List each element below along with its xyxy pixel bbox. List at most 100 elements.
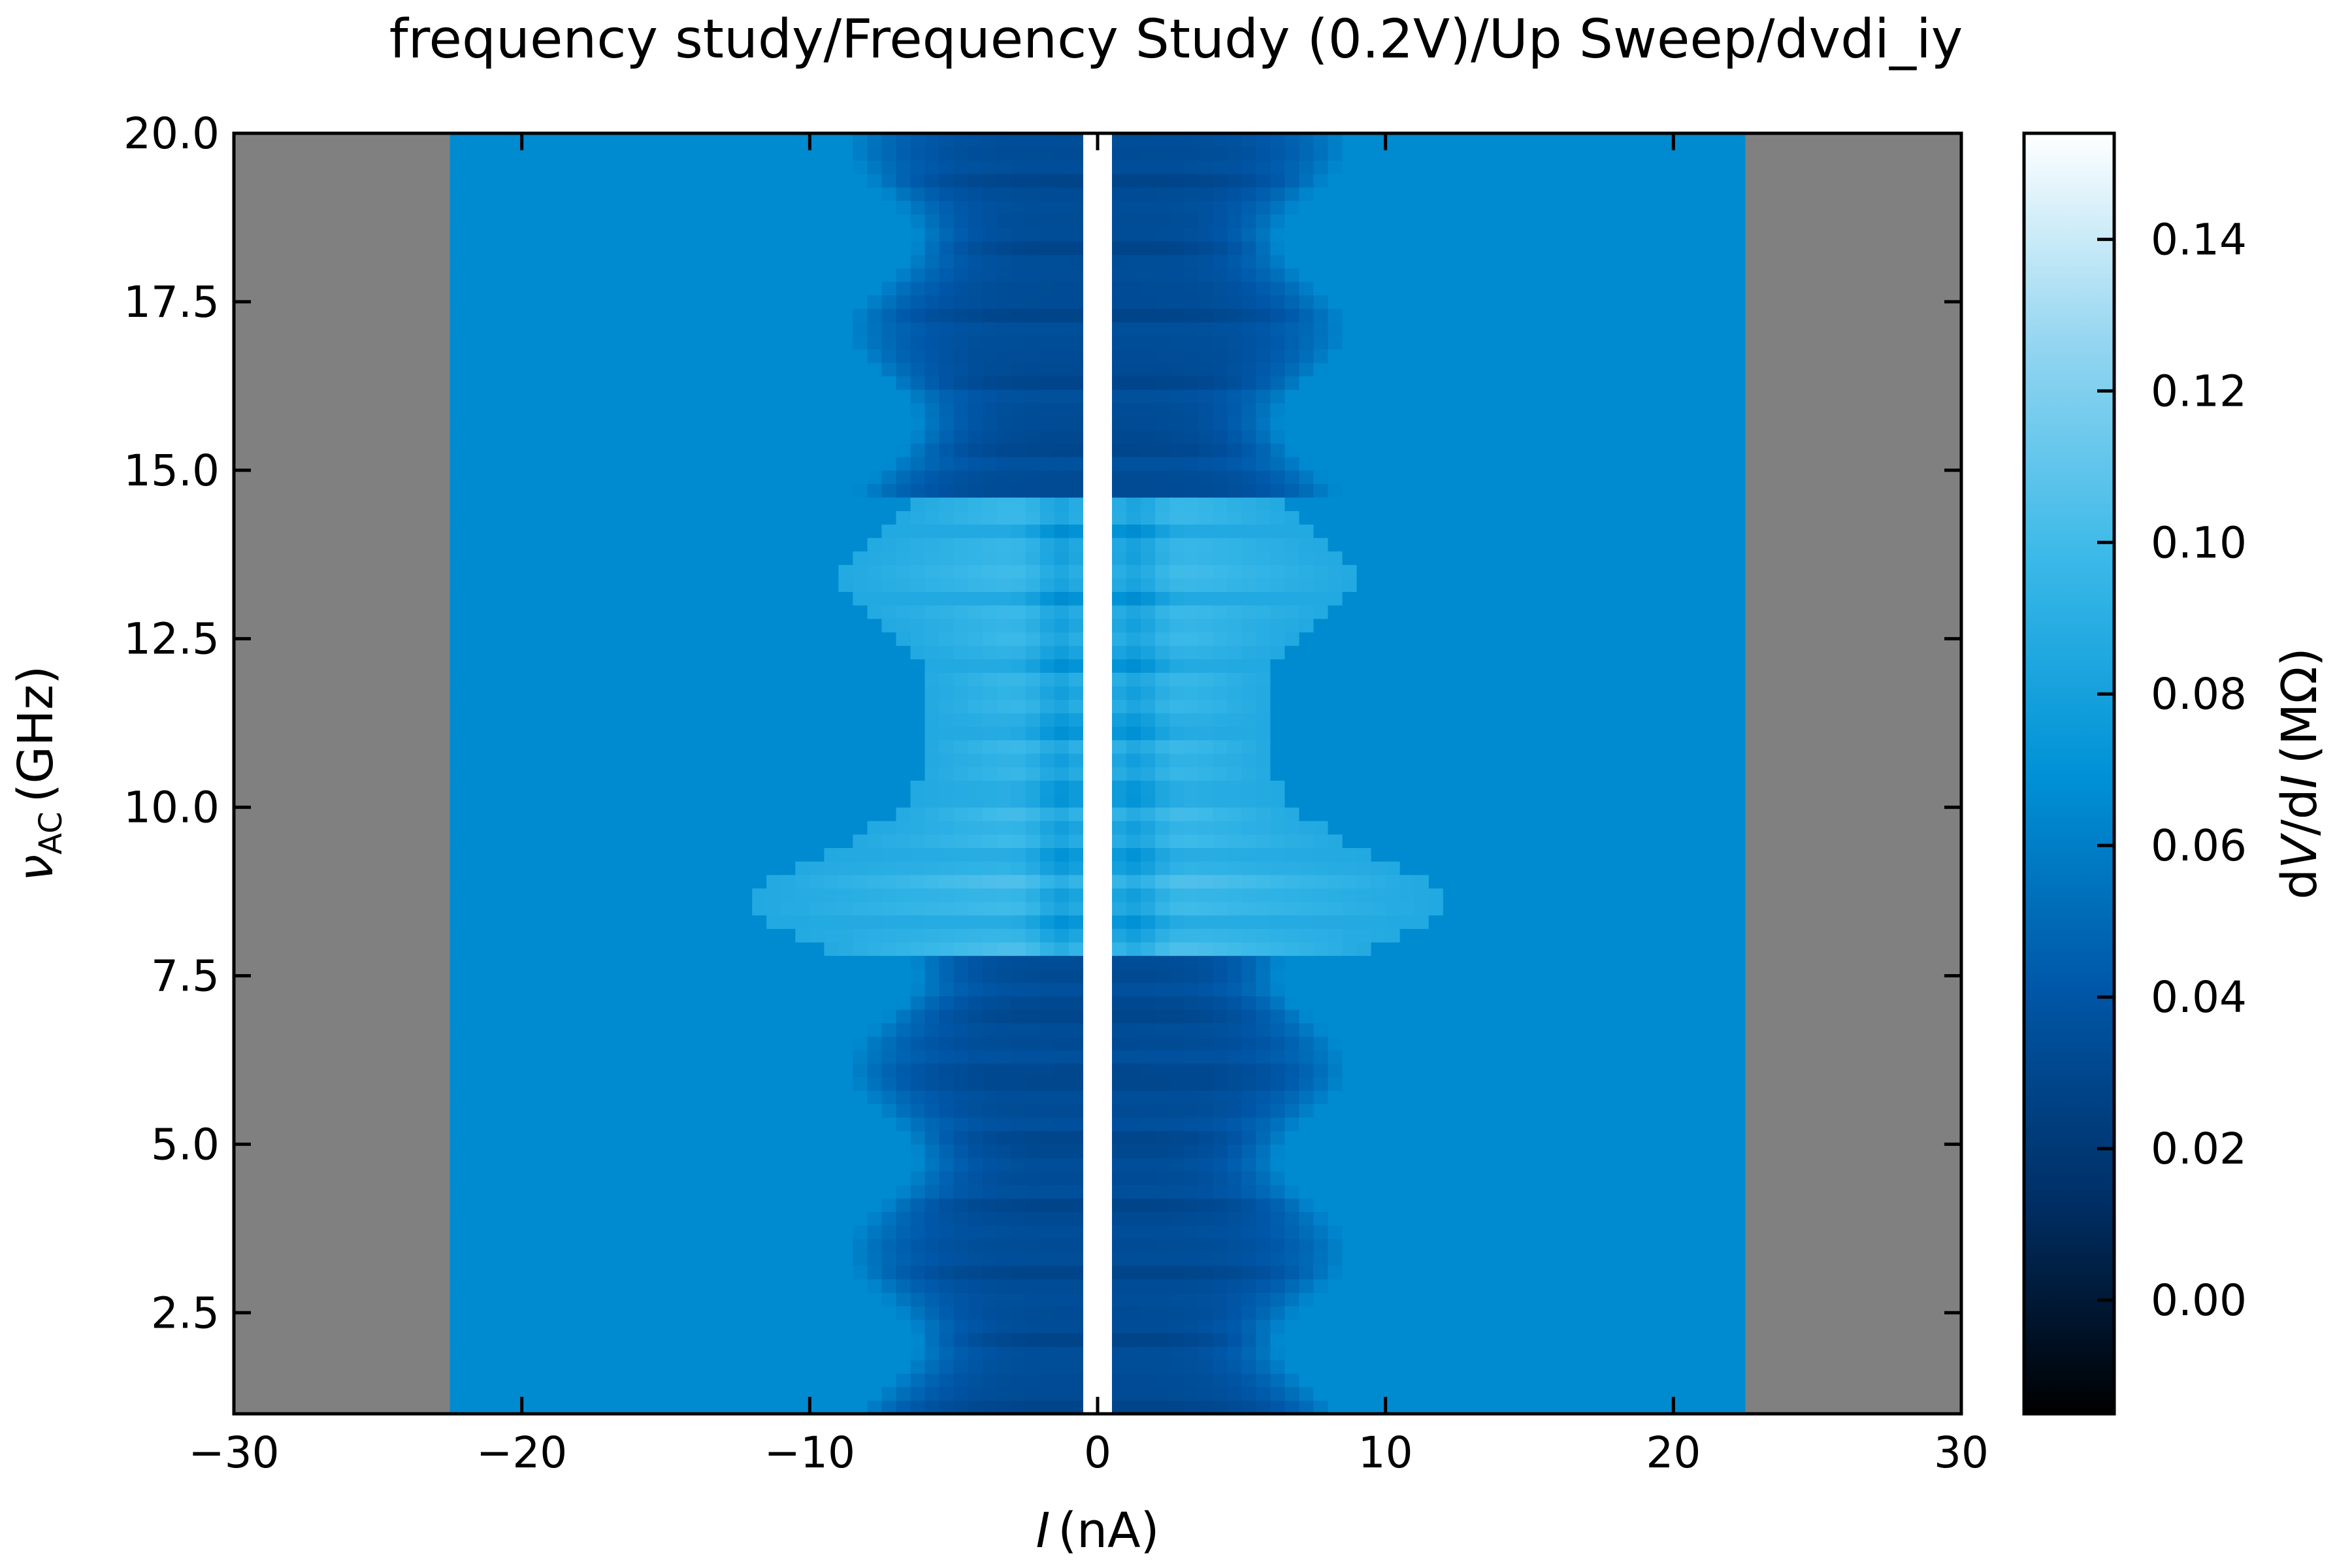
heatmap-cell	[910, 902, 926, 916]
heatmap-cell	[1573, 1049, 1588, 1064]
heatmap-cell	[752, 1238, 767, 1252]
heatmap-cell	[1313, 969, 1329, 983]
heatmap-cell	[1457, 1117, 1473, 1132]
heatmap-cell	[1284, 1049, 1299, 1064]
heatmap-cell	[982, 1319, 998, 1333]
heatmap-cell	[1399, 1171, 1415, 1185]
heatmap-cell	[1385, 928, 1401, 943]
heatmap-cell	[378, 1144, 393, 1158]
heatmap-cell	[507, 1346, 523, 1360]
heatmap-cell	[910, 861, 926, 875]
heatmap-cell	[953, 1266, 969, 1280]
heatmap-cell	[1947, 874, 1962, 889]
heatmap-cell	[723, 1211, 738, 1226]
heatmap-cell	[1198, 1211, 1213, 1226]
heatmap-cell	[1227, 1279, 1242, 1293]
heatmap-cell	[1889, 1319, 1904, 1333]
heatmap-cell	[435, 941, 451, 956]
heatmap-cell	[234, 955, 249, 970]
heatmap-cell	[1587, 1103, 1602, 1118]
heatmap-cell	[1299, 1292, 1315, 1307]
heatmap-cell	[1716, 1184, 1731, 1199]
heatmap-cell	[953, 969, 969, 983]
heatmap-cell	[1759, 1252, 1775, 1266]
heatmap-cell	[1874, 1158, 1890, 1172]
heatmap-cell	[1860, 1184, 1876, 1199]
heatmap-cell	[982, 969, 998, 983]
heatmap-cell	[996, 1373, 1012, 1388]
heatmap-cell	[1184, 861, 1199, 875]
heatmap-cell	[1702, 1158, 1717, 1172]
heatmap-cell	[1644, 888, 1659, 902]
heatmap-cell	[1270, 928, 1285, 943]
heatmap-cell	[1098, 888, 1113, 902]
heatmap-cell	[1213, 1063, 1228, 1077]
heatmap-cell	[1039, 1346, 1055, 1360]
heatmap-cell	[1428, 1130, 1444, 1145]
heatmap-cell	[1155, 1292, 1170, 1307]
heatmap-cell	[1947, 1130, 1962, 1145]
heatmap-cell	[694, 1077, 710, 1091]
heatmap-cell	[1731, 1198, 1746, 1213]
heatmap-cell	[709, 1130, 724, 1145]
heatmap-cell	[421, 1063, 436, 1077]
heatmap-cell	[320, 1049, 335, 1064]
heatmap-cell	[680, 915, 695, 929]
heatmap-cell	[1616, 1360, 1631, 1374]
heatmap-cell	[1903, 1171, 1919, 1185]
heatmap-cell	[1068, 941, 1084, 956]
heatmap-cell	[1213, 874, 1228, 889]
heatmap-cell	[636, 1346, 652, 1360]
heatmap-cell	[1141, 996, 1156, 1010]
heatmap-cell	[1155, 1117, 1170, 1132]
heatmap-cell	[1846, 888, 1861, 902]
heatmap-cell	[421, 1117, 436, 1132]
heatmap-cell	[291, 1346, 306, 1360]
heatmap-cell	[277, 1184, 292, 1199]
heatmap-cell	[924, 847, 940, 862]
heatmap-cell	[1558, 902, 1573, 916]
heatmap-cell	[1054, 1386, 1070, 1401]
heatmap-cell	[1659, 861, 1674, 875]
heatmap-cell	[1702, 861, 1717, 875]
heatmap-cell	[1947, 1103, 1962, 1118]
heatmap-cell	[1544, 1211, 1559, 1226]
heatmap-cell	[1486, 1049, 1501, 1064]
heatmap-cell	[867, 1158, 883, 1172]
heatmap-cell	[263, 1252, 278, 1266]
heatmap-cell	[406, 1266, 421, 1280]
heatmap-cell	[1558, 874, 1573, 889]
heatmap-cell	[766, 1036, 781, 1051]
heatmap-cell	[1385, 1386, 1401, 1401]
heatmap-cell	[1011, 1063, 1026, 1077]
heatmap-cell	[1443, 1386, 1458, 1401]
heatmap-cell	[234, 1171, 249, 1185]
heatmap-cell	[1644, 902, 1659, 916]
heatmap-cell	[766, 1049, 781, 1064]
heatmap-cell	[306, 1184, 321, 1199]
heatmap-cell	[1011, 1346, 1026, 1360]
heatmap-cell	[968, 1360, 983, 1374]
heatmap-cell	[493, 847, 508, 862]
heatmap-cell	[277, 1009, 292, 1024]
heatmap-cell	[853, 982, 868, 996]
heatmap-cell	[795, 902, 810, 916]
heatmap-cell	[924, 1117, 940, 1132]
heatmap-cell	[1558, 982, 1573, 996]
heatmap-cell	[363, 1319, 378, 1333]
heatmap-cell	[766, 1386, 781, 1401]
heatmap-cell	[1803, 1400, 1818, 1414]
heatmap-cell	[1544, 1171, 1559, 1185]
heatmap-cell	[349, 1238, 364, 1252]
heatmap-cell	[1256, 1373, 1271, 1388]
heatmap-cell	[536, 1346, 551, 1360]
heatmap-cell	[306, 1158, 321, 1172]
heatmap-cell	[1889, 955, 1904, 970]
heatmap-cell	[406, 1103, 421, 1118]
heatmap-cell	[824, 1279, 839, 1293]
heatmap-cell	[478, 955, 494, 970]
heatmap-cell	[1788, 1238, 1804, 1252]
heatmap-cell	[1616, 1184, 1631, 1199]
heatmap-cell	[1141, 1090, 1156, 1104]
heatmap-cell	[464, 928, 480, 943]
